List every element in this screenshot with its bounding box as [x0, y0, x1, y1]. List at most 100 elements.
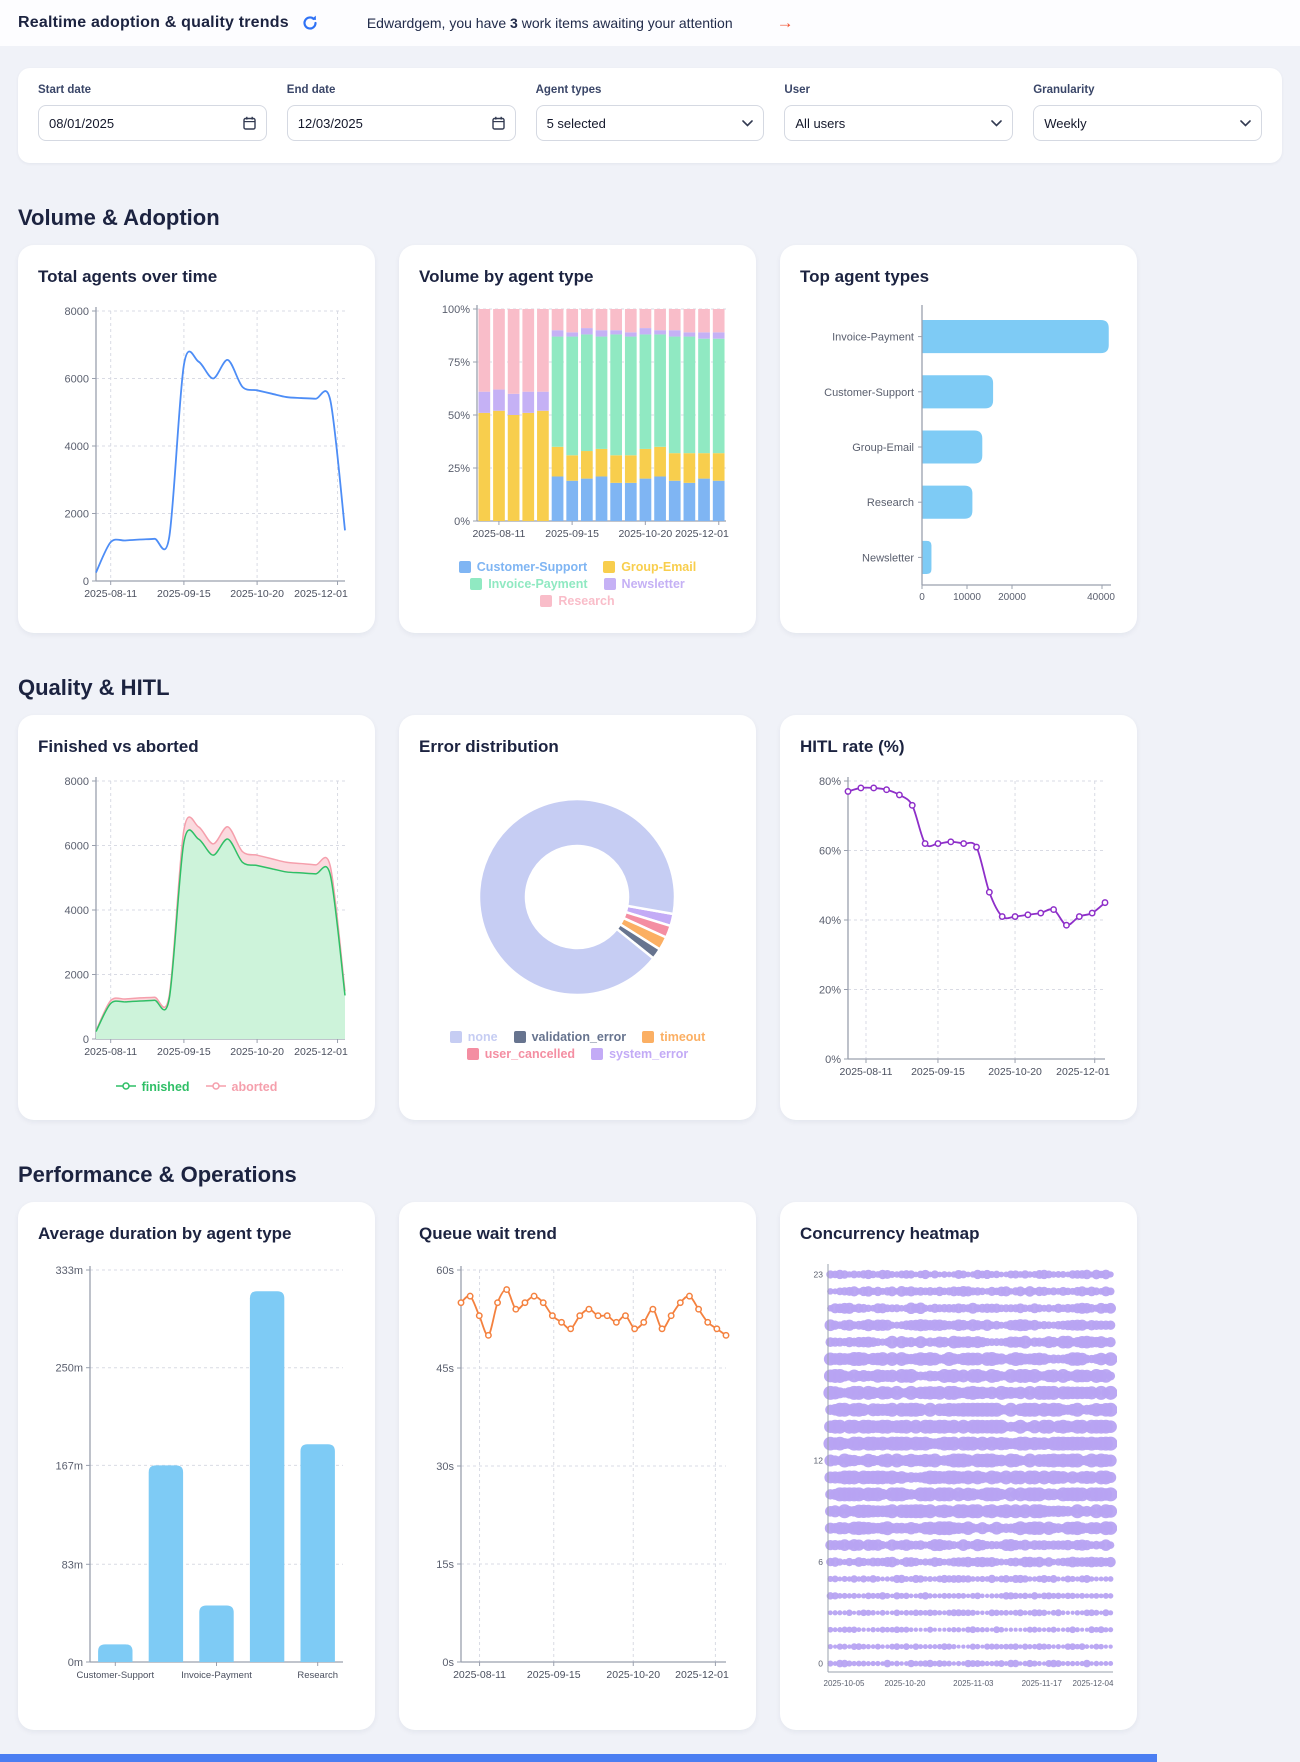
svg-text:Research: Research [867, 497, 914, 509]
section-heading-quality: Quality & HITL [18, 675, 170, 700]
svg-text:80%: 80% [819, 776, 841, 788]
svg-text:167m: 167m [55, 1460, 83, 1472]
svg-text:2025-09-15: 2025-09-15 [545, 528, 599, 540]
svg-text:333m: 333m [55, 1265, 83, 1277]
chart-title: Top agent types [800, 267, 930, 286]
forward-arrow-icon[interactable]: → [776, 13, 794, 32]
refresh-icon[interactable] [301, 14, 319, 32]
svg-text:2025-08-11: 2025-08-11 [84, 588, 137, 600]
svg-text:50%: 50% [448, 410, 470, 422]
svg-text:20%: 20% [819, 985, 841, 997]
legend-item[interactable]: timeout [642, 1030, 705, 1044]
start-date-label: Start date [38, 84, 92, 96]
svg-text:100%: 100% [442, 304, 470, 316]
user-field: User All users [784, 84, 1014, 141]
queue-wait-line-chart: 0s 15s 30s 45s 60s 2025-08-11 2025-09-15 2025-1… [436, 1265, 730, 1681]
volume-by-type-legend: Customer-Support Group-Email Invoice-Payme… [447, 560, 709, 608]
svg-text:15s: 15s [436, 1559, 454, 1571]
legend-item[interactable]: user_cancelled [466, 1047, 576, 1061]
svg-text:40%: 40% [819, 915, 841, 927]
card-error-distribution: Error distribution none validation_error t… [399, 715, 756, 1120]
legend-item[interactable]: none [449, 1030, 498, 1044]
legend-item[interactable]: Newsletter [603, 577, 685, 591]
legend-item[interactable]: validation_error [513, 1030, 627, 1044]
svg-text:8000: 8000 [65, 776, 89, 788]
card-concurrency-heatmap: Concurrency heatmap 23 12 6 0 2025-10-05 2025… [780, 1202, 1137, 1730]
svg-text:2025-09-15: 2025-09-15 [527, 1669, 581, 1681]
legend-label: user_cancelled [484, 1047, 576, 1061]
legend-item[interactable]: system_error [591, 1047, 688, 1061]
legend-item[interactable]: Group-Email [603, 560, 696, 574]
end-date-value: 12/03/2025 [297, 115, 363, 131]
svg-text:40000: 40000 [1087, 592, 1115, 603]
svg-text:Newsletter: Newsletter [862, 552, 914, 564]
finished-vs-aborted-legend: finished aborted [38, 1080, 355, 1094]
card-avg-duration: Average duration by agent type 0m 83m 167m… [18, 1202, 375, 1730]
svg-text:2000: 2000 [65, 509, 89, 521]
svg-text:2025-10-20: 2025-10-20 [618, 528, 672, 540]
legend-label: timeout [660, 1030, 706, 1044]
legend-label: Research [558, 594, 615, 608]
svg-text:8000: 8000 [65, 306, 89, 318]
legend-label: aborted [231, 1080, 278, 1094]
chart-title: Finished vs aborted [38, 737, 199, 756]
svg-text:6000: 6000 [65, 374, 89, 386]
svg-text:0: 0 [83, 1034, 89, 1046]
legend-label: validation_error [531, 1030, 627, 1044]
svg-text:2025-10-20: 2025-10-20 [988, 1066, 1042, 1078]
error-distribution-donut-chart [477, 797, 677, 997]
svg-text:83m: 83m [62, 1559, 83, 1571]
agent-types-field: Agent types 5 selected [535, 84, 765, 141]
legend-item[interactable]: finished [115, 1080, 190, 1094]
filter-bar: Start date 08/01/2025 End date 12/03/202… [18, 68, 1282, 163]
svg-text:Customer-Support: Customer-Support [824, 387, 914, 399]
svg-text:12: 12 [814, 1456, 824, 1466]
end-date-input[interactable]: 12/03/2025 [286, 105, 516, 141]
svg-text:20000: 20000 [998, 592, 1026, 603]
card-finished-vs-aborted: Finished vs aborted 0 2000 4000 6000 8000 202… [18, 715, 375, 1120]
svg-text:0m: 0m [68, 1657, 83, 1669]
svg-text:2025-12-01: 2025-12-01 [675, 1669, 729, 1681]
notice-suffix: work items awaiting your attention [517, 15, 733, 31]
svg-text:2025-12-04: 2025-12-04 [1073, 1679, 1114, 1688]
section-heading-performance: Performance & Operations [18, 1162, 297, 1187]
legend-item[interactable]: aborted [205, 1080, 278, 1094]
legend-item[interactable]: Customer-Support [458, 560, 587, 574]
chart-title: Queue wait trend [419, 1224, 557, 1243]
svg-text:2025-08-11: 2025-08-11 [840, 1066, 893, 1078]
svg-text:2025-10-20: 2025-10-20 [230, 588, 284, 600]
svg-text:2025-12-01: 2025-12-01 [294, 1046, 348, 1058]
svg-text:Group-Email: Group-Email [852, 442, 914, 454]
notice-count: 3 [510, 15, 518, 31]
legend-label: Group-Email [621, 560, 697, 574]
chevron-down-icon [742, 119, 754, 127]
performance-row: Average duration by agent type 0m 83m 167m… [18, 1202, 1282, 1730]
svg-text:75%: 75% [448, 357, 470, 369]
svg-text:4000: 4000 [65, 905, 89, 917]
hitl-rate-line-chart: 0% 20% 40% 60% 80% 2025-08-11 2025-09-15 2025-1… [819, 776, 1110, 1078]
calendar-icon[interactable] [491, 116, 505, 130]
svg-text:23: 23 [814, 1269, 824, 1279]
legend-label: finished [141, 1080, 190, 1094]
user-select[interactable]: All users [784, 105, 1014, 141]
card-volume-by-type: Volume by agent type 0% 25% 50% 75% 100% 2025… [399, 245, 756, 633]
svg-text:0: 0 [919, 592, 925, 603]
calendar-icon[interactable] [243, 116, 256, 130]
legend-label: none [467, 1030, 498, 1044]
granularity-select[interactable]: Weekly [1033, 105, 1262, 141]
legend-item[interactable]: Research [540, 594, 615, 608]
start-date-field: Start date 08/01/2025 [38, 84, 267, 141]
agent-types-select[interactable]: 5 selected [535, 105, 765, 141]
legend-label: Invoice-Payment [488, 577, 588, 591]
svg-text:0%: 0% [454, 516, 470, 528]
start-date-input[interactable]: 08/01/2025 [38, 105, 267, 141]
svg-text:250m: 250m [55, 1363, 83, 1375]
legend-item[interactable]: Invoice-Payment [470, 577, 588, 591]
volume-row: Total agents over time 0 2000 4000 6000 8000… [18, 245, 1282, 633]
svg-text:0s: 0s [442, 1657, 454, 1669]
chart-title: Error distribution [419, 737, 559, 756]
end-date-label: End date [286, 84, 336, 96]
svg-text:6000: 6000 [65, 841, 89, 853]
svg-text:Customer-Support: Customer-Support [76, 1670, 154, 1681]
